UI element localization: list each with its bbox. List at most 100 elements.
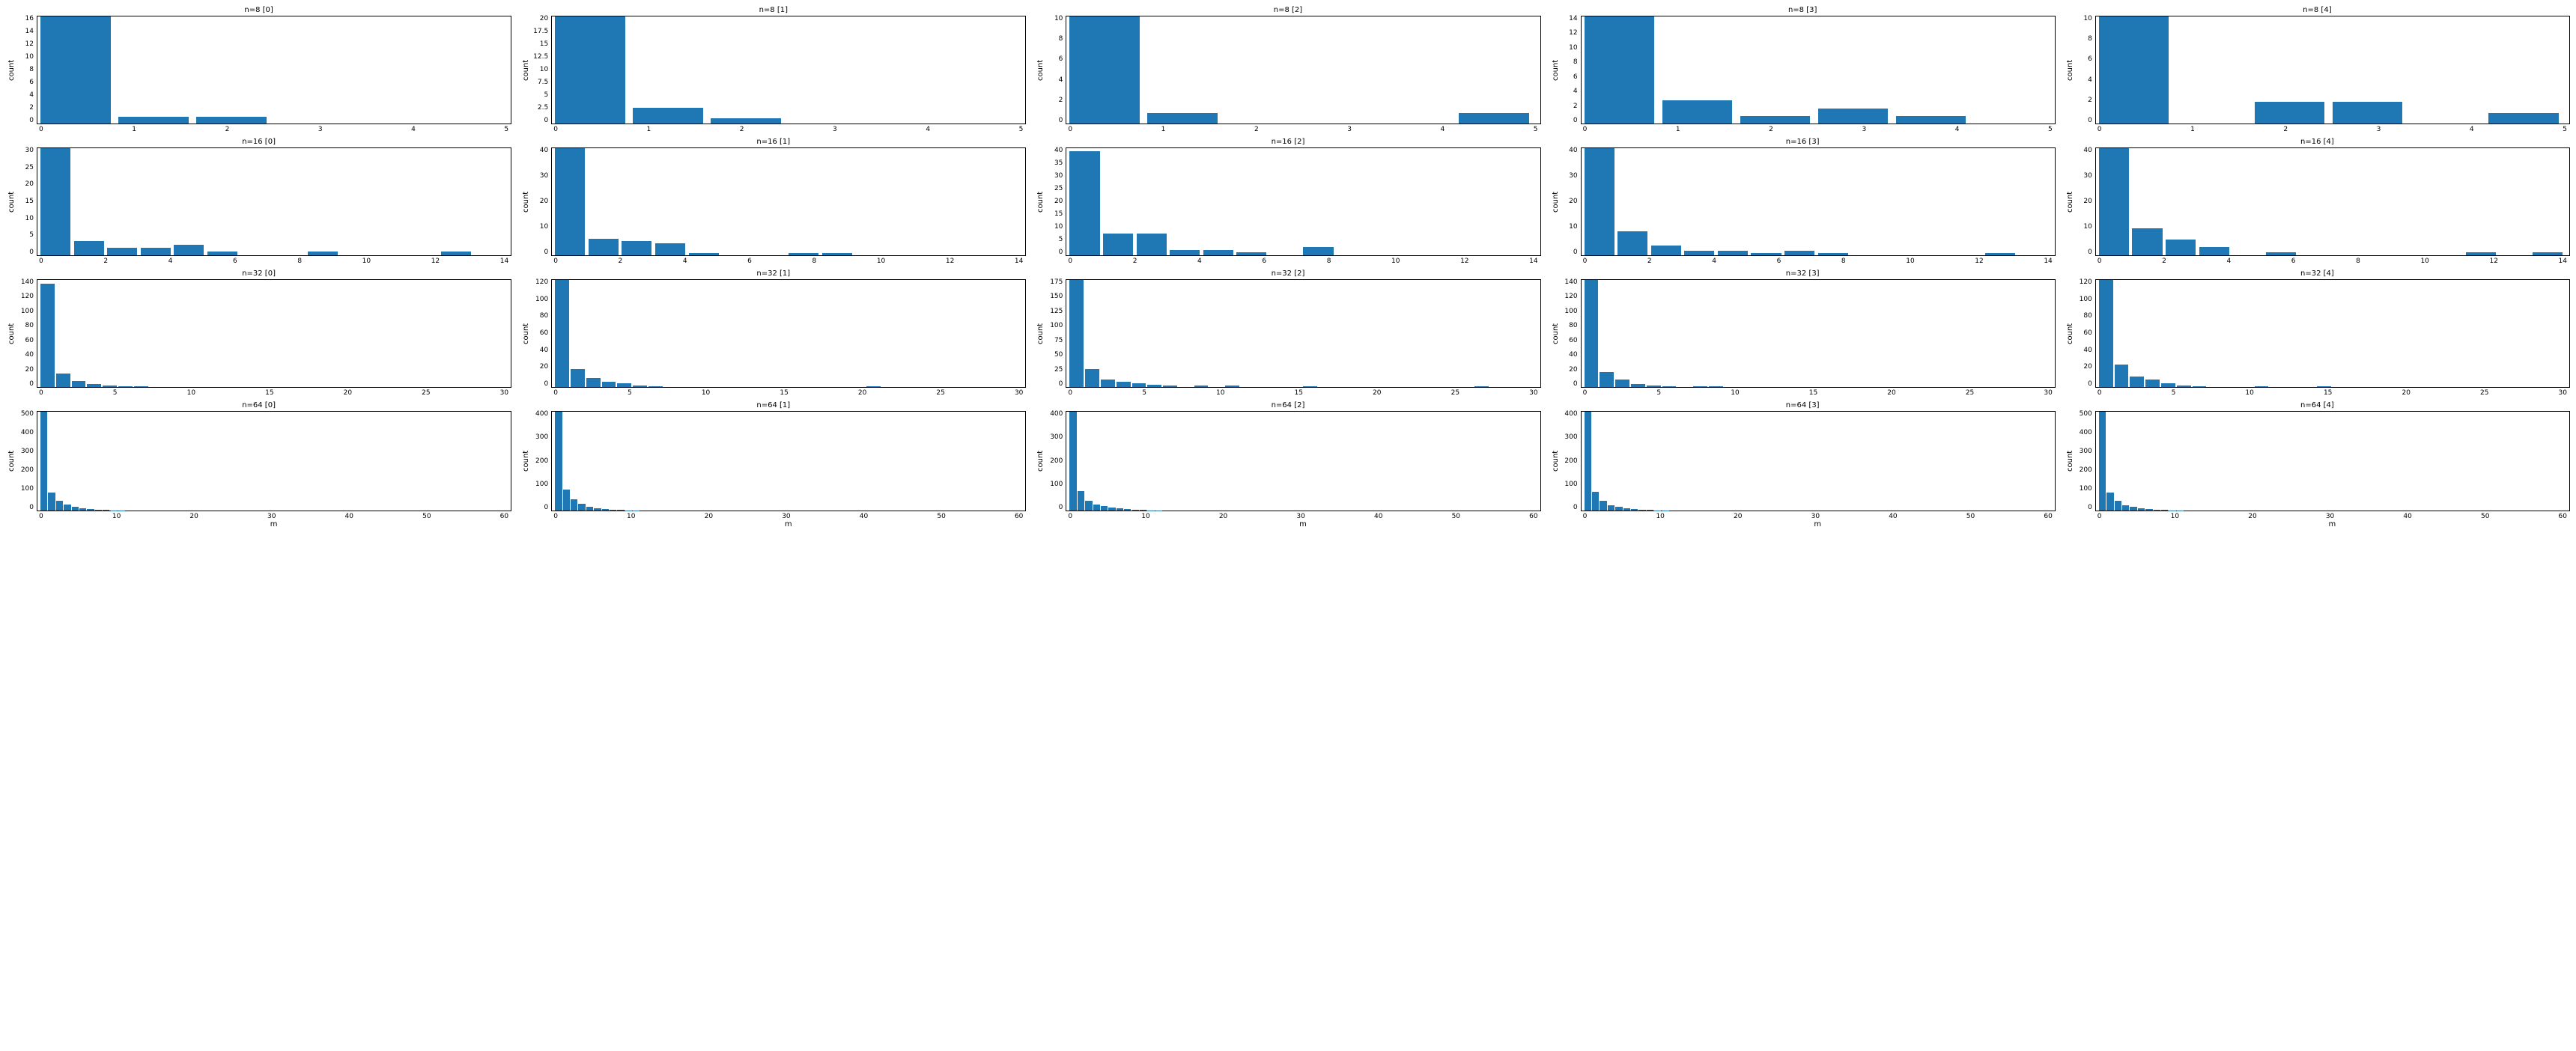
bar	[2193, 386, 2207, 387]
bar	[602, 509, 609, 511]
bar	[1651, 246, 1681, 255]
y-tick: 4	[2088, 77, 2092, 84]
y-axis-ticks: 140120100806040200	[17, 279, 37, 388]
y-axis-ticks: 4003002001000	[1561, 411, 1581, 511]
y-tick: 0	[1573, 381, 1578, 388]
y-tick: 8	[1573, 59, 1578, 66]
x-tick: 40	[1374, 513, 1382, 520]
y-axis-ticks: 120100806040200	[532, 279, 551, 388]
y-axis-label: count	[6, 147, 17, 256]
x-axis-ticks: 051015202530	[550, 388, 1026, 397]
chart-title: n=8 [2]	[1035, 6, 1540, 14]
chart-cell: n=16 [2]count403530252015105002468101214	[1035, 138, 1540, 265]
x-tick: 2	[2283, 126, 2288, 133]
y-tick: 20	[540, 16, 548, 22]
bar	[1069, 412, 1076, 511]
chart-cell: n=8 [0]count1614121086420012345	[6, 6, 511, 133]
bar	[1585, 16, 1655, 124]
x-tick: 4	[683, 258, 687, 265]
x-tick: 0	[1068, 513, 1072, 520]
x-tick: 2	[103, 258, 108, 265]
y-axis-ticks: 1086420	[2076, 16, 2095, 124]
y-tick: 0	[544, 381, 548, 388]
x-tick: 12	[1460, 258, 1468, 265]
y-tick: 400	[1564, 411, 1577, 418]
bar	[2161, 383, 2175, 387]
x-tick: 30	[1296, 513, 1304, 520]
bar	[2099, 148, 2129, 255]
chart-title: n=8 [0]	[6, 6, 511, 14]
x-axis-label: m	[1580, 520, 2056, 528]
bar	[586, 507, 593, 511]
plot-area	[2095, 411, 2570, 511]
bar	[1818, 253, 1848, 255]
bar	[2166, 240, 2196, 255]
bar	[103, 510, 109, 511]
chart-cell: n=16 [0]count30252015105002468101214	[6, 138, 511, 265]
y-tick: 20	[540, 198, 548, 205]
y-axis-ticks: 302520151050	[17, 147, 37, 256]
bar	[174, 245, 204, 255]
y-tick: 10	[25, 216, 34, 222]
y-tick: 100	[2080, 486, 2092, 493]
x-tick: 8	[297, 258, 302, 265]
y-tick: 30	[540, 173, 548, 180]
y-tick: 100	[21, 486, 34, 493]
bar	[1608, 505, 1614, 511]
x-tick: 12	[946, 258, 954, 265]
bar	[2138, 508, 2145, 511]
bar	[87, 384, 101, 387]
x-tick: 4	[1712, 258, 1716, 265]
y-axis-label: count	[2065, 147, 2076, 256]
y-axis-ticks: 14121086420	[1561, 16, 1581, 124]
x-tick: 20	[1219, 513, 1227, 520]
plot-area	[1066, 16, 1540, 124]
bar	[571, 369, 585, 387]
y-tick: 300	[2080, 448, 2092, 455]
x-tick: 15	[1809, 389, 1817, 397]
y-tick: 400	[2080, 430, 2092, 436]
y-tick: 30	[2083, 173, 2092, 180]
y-tick: 10	[2083, 16, 2092, 22]
y-tick: 300	[1050, 434, 1063, 441]
x-tick: 4	[2470, 126, 2474, 133]
bar	[107, 248, 137, 255]
bar	[308, 252, 338, 255]
bar	[2132, 228, 2162, 255]
x-tick: 3	[833, 126, 837, 133]
bar	[571, 499, 577, 511]
bar	[1069, 280, 1084, 387]
bar	[1592, 492, 1599, 511]
y-tick: 35	[1054, 160, 1063, 167]
x-tick: 2	[619, 258, 623, 265]
chart-cell: n=8 [4]count1086420012345	[2065, 6, 2570, 133]
x-tick: 25	[936, 389, 944, 397]
y-tick: 12.5	[533, 54, 548, 61]
y-axis-label: count	[6, 16, 17, 124]
bar	[40, 148, 70, 255]
y-tick: 200	[535, 458, 548, 465]
bar	[1751, 253, 1781, 255]
bar	[586, 378, 601, 387]
y-tick: 0	[2088, 249, 2092, 256]
y-tick: 0	[1573, 505, 1578, 511]
y-tick: 120	[1564, 293, 1577, 300]
bar	[2130, 507, 2136, 511]
bar	[1170, 250, 1200, 255]
y-axis-ticks: 120100806040200	[2076, 279, 2095, 388]
bar	[441, 252, 471, 255]
plot-area	[37, 147, 511, 256]
x-tick: 10	[1391, 258, 1400, 265]
bar	[1093, 505, 1100, 511]
y-axis-label: count	[520, 147, 532, 256]
x-tick: 10	[1216, 389, 1224, 397]
x-tick: 14	[1015, 258, 1023, 265]
bar	[1631, 384, 1645, 387]
x-tick: 0	[1583, 513, 1588, 520]
bar	[2161, 510, 2168, 511]
y-tick: 40	[25, 352, 34, 359]
bar	[103, 386, 117, 387]
x-tick: 15	[2324, 389, 2332, 397]
x-tick: 10	[1731, 389, 1739, 397]
chart-cell: n=32 [1]count120100806040200051015202530	[520, 269, 1026, 397]
